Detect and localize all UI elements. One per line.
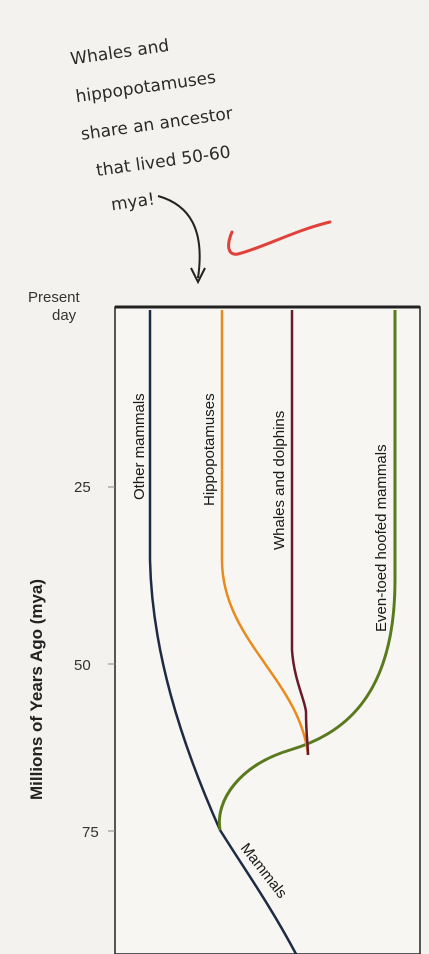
branch-hippopotamuses [220,310,310,756]
y-axis-label: Millions of Years Ago (mya) [27,579,46,800]
annotation-line-5: mya! [110,189,156,215]
label-other-mammals: Other mammals [131,393,148,500]
branch-whales-dolphins [290,310,310,756]
label-whales-dolphins: Whales and dolphins [271,411,288,550]
branch-even-toed [217,310,397,831]
annotation: Whales and hippopotamuses share an ances… [69,36,234,215]
label-even-toed: Even-toed hoofed mammals [373,444,390,632]
tick-day: day [52,307,77,324]
branch-mammals [218,829,298,954]
branch-other-mammals [148,310,222,831]
checkmark-icon [227,220,332,256]
annotation-line-2: hippopotamuses [74,68,217,107]
tick-50: 50 [74,657,91,674]
annotation-line-1: Whales and [69,36,170,70]
tick-75: 75 [82,824,99,841]
tick-25: 25 [74,479,91,496]
annotation-arrow [157,195,201,279]
label-hippopotamuses: Hippopotamuses [201,393,218,506]
tick-present: Present [28,289,81,306]
plot-frame [114,306,421,954]
annotation-line-4: that lived 50-60 [95,142,232,181]
annotation-line-3: share an ancestor [80,104,234,145]
arrow-head-icon [190,267,206,285]
